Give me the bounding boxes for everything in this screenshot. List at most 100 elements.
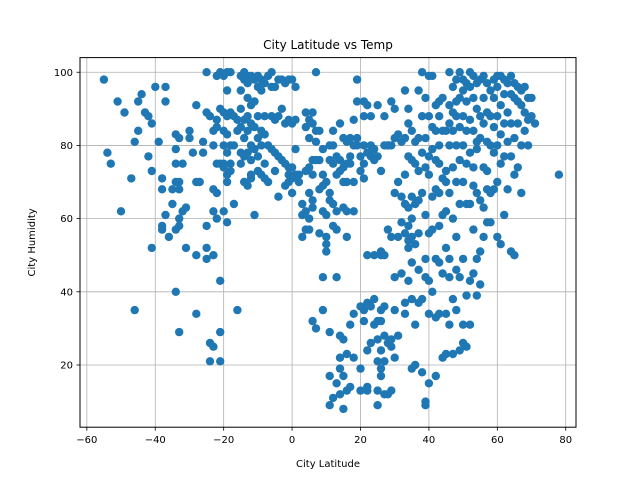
- data-point: [428, 144, 437, 154]
- data-point: [489, 93, 499, 103]
- data-point: [147, 119, 156, 128]
- data-point: [373, 335, 382, 344]
- data-point: [315, 155, 324, 165]
- data-point: [380, 112, 389, 121]
- data-point: [428, 287, 437, 296]
- data-point: [308, 196, 317, 205]
- data-point: [462, 291, 471, 300]
- data-point: [424, 379, 434, 388]
- data-point: [517, 101, 526, 110]
- data-point: [472, 144, 481, 154]
- data-point: [387, 386, 396, 395]
- data-point: [455, 122, 464, 132]
- data-point: [476, 280, 485, 289]
- data-point: [455, 273, 464, 282]
- data-point: [246, 155, 256, 165]
- data-point: [435, 221, 444, 231]
- data-point: [489, 122, 499, 132]
- data-point: [462, 159, 471, 168]
- data-point: [168, 199, 177, 209]
- data-point: [421, 133, 430, 143]
- data-point: [342, 232, 351, 242]
- data-point: [458, 86, 468, 95]
- data-point: [168, 185, 177, 194]
- data-point: [445, 68, 454, 77]
- data-point: [387, 141, 396, 150]
- data-point: [465, 199, 475, 209]
- data-point: [486, 112, 495, 121]
- data-point: [390, 353, 399, 362]
- y-tick-label: 80: [60, 141, 73, 152]
- data-point: [260, 159, 269, 168]
- data-point: [496, 130, 505, 139]
- data-point: [417, 148, 427, 157]
- data-point: [411, 360, 420, 370]
- data-point: [332, 207, 341, 216]
- data-point: [226, 166, 235, 176]
- data-point: [472, 291, 481, 300]
- data-point: [359, 174, 369, 183]
- data-point: [205, 112, 215, 121]
- data-point: [445, 101, 454, 110]
- data-point: [164, 232, 174, 242]
- data-point: [455, 346, 464, 355]
- data-point: [346, 382, 355, 392]
- data-point: [414, 196, 423, 205]
- data-point: [311, 68, 321, 77]
- data-point: [366, 112, 375, 121]
- data-point: [424, 309, 434, 318]
- data-point: [435, 258, 444, 267]
- data-point: [363, 251, 372, 260]
- data-point: [421, 210, 430, 220]
- data-point: [202, 243, 211, 253]
- data-point: [202, 221, 211, 231]
- y-tick-label: 100: [54, 68, 73, 79]
- data-point: [250, 210, 259, 220]
- data-point: [445, 141, 454, 150]
- data-point: [397, 269, 406, 278]
- data-point: [448, 163, 458, 172]
- data-point: [328, 126, 338, 135]
- data-point: [428, 192, 437, 201]
- data-point: [240, 133, 249, 143]
- y-tick-label: 60: [60, 214, 73, 225]
- data-point: [376, 316, 386, 326]
- data-point: [441, 207, 451, 216]
- data-point: [486, 218, 495, 227]
- data-point: [308, 119, 317, 128]
- data-point: [116, 207, 126, 216]
- data-point: [506, 152, 516, 161]
- data-point: [322, 177, 331, 187]
- data-point: [325, 188, 334, 198]
- data-point: [332, 379, 341, 388]
- x-tick-label: 20: [354, 435, 367, 446]
- data-point: [192, 101, 201, 110]
- data-point: [373, 357, 382, 366]
- data-point: [500, 119, 509, 128]
- data-point: [250, 97, 259, 106]
- data-point: [400, 170, 410, 179]
- data-point: [287, 75, 297, 84]
- data-point: [482, 79, 492, 88]
- chart-title: City Latitude vs Temp: [263, 38, 393, 52]
- data-point: [448, 214, 458, 223]
- data-point: [144, 152, 153, 161]
- data-point: [417, 112, 427, 121]
- data-point: [530, 119, 540, 128]
- data-point: [147, 166, 156, 176]
- data-point: [318, 170, 328, 179]
- data-point: [500, 210, 509, 220]
- data-point: [270, 166, 280, 176]
- data-point: [452, 75, 461, 84]
- axis-ticks: −60 −40 −20 0 20 40 60 80 20 40 60 80 100: [54, 68, 572, 446]
- data-point: [151, 82, 160, 92]
- data-point: [400, 309, 410, 318]
- data-point: [352, 97, 362, 106]
- data-point: [472, 254, 481, 264]
- data-point: [407, 258, 416, 267]
- y-axis-label: City Humidity: [27, 208, 38, 276]
- data-point: [366, 302, 375, 311]
- data-point: [250, 144, 259, 154]
- data-point: [390, 104, 399, 114]
- data-point: [397, 218, 406, 227]
